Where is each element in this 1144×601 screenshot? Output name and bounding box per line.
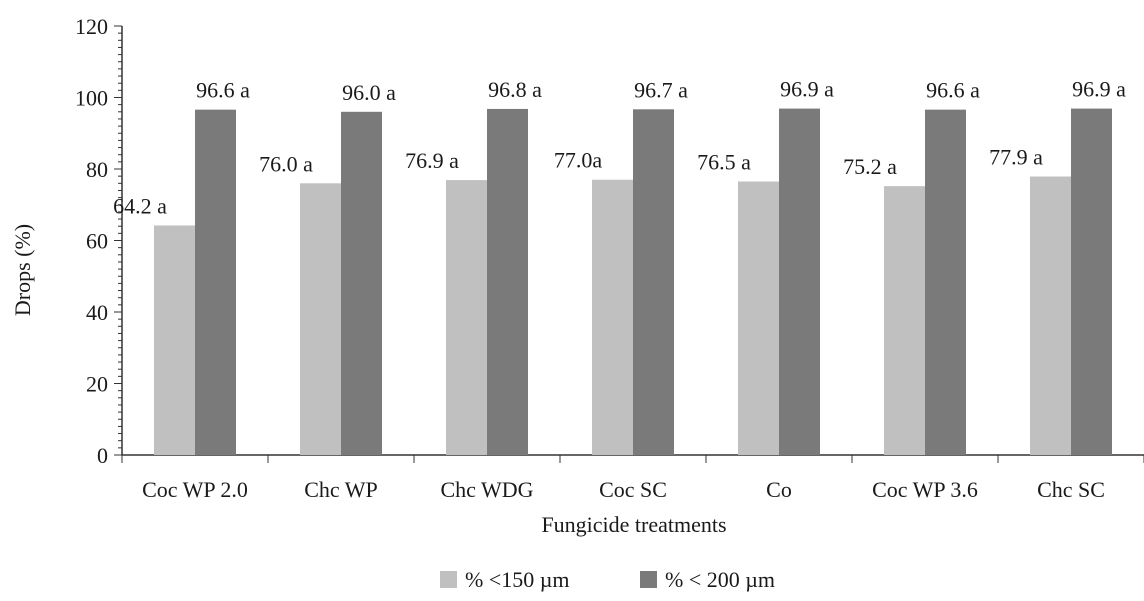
x-category-label: Coc SC bbox=[599, 477, 667, 502]
data-label: 77.9 a bbox=[989, 145, 1043, 170]
bar-series-200 bbox=[195, 109, 236, 455]
legend: % <150 µm % < 200 µm bbox=[440, 567, 775, 592]
data-label: 96.8 a bbox=[488, 77, 542, 102]
y-axis: 0 20 40 60 80 100 120 bbox=[75, 14, 123, 468]
bar-series-150 bbox=[884, 186, 925, 455]
y-tick-label: 80 bbox=[86, 157, 108, 182]
y-tick-label: 40 bbox=[86, 300, 108, 325]
bar-series-150 bbox=[154, 225, 195, 455]
bar-series-200 bbox=[1071, 108, 1112, 456]
bar-series-200 bbox=[487, 108, 528, 455]
legend-swatch bbox=[440, 571, 457, 588]
bar-series-150 bbox=[738, 181, 779, 455]
x-category-label: Co bbox=[766, 477, 792, 502]
data-label: 96.9 a bbox=[1072, 77, 1126, 102]
data-label: 77.0a bbox=[554, 148, 603, 173]
bar-series-150 bbox=[446, 180, 487, 455]
x-axis: Coc WP 2.0 Chc WP Chc WDG Coc SC Co Coc WP 3.… bbox=[121, 454, 1144, 502]
legend-swatch bbox=[640, 571, 657, 588]
data-label: 76.0 a bbox=[259, 151, 313, 176]
bar-series-200 bbox=[925, 109, 966, 455]
data-label: 96.9 a bbox=[780, 77, 834, 102]
x-category-label: Coc WP 3.6 bbox=[872, 477, 978, 502]
bar-series-150 bbox=[592, 179, 633, 455]
bars bbox=[154, 108, 1112, 456]
y-tick-label: 60 bbox=[86, 229, 108, 254]
data-label: 64.2 a bbox=[113, 193, 167, 218]
data-label: 76.9 a bbox=[405, 148, 459, 173]
bar-series-150 bbox=[300, 183, 341, 456]
y-tick-label: 20 bbox=[86, 372, 108, 397]
bar-series-150 bbox=[1030, 176, 1071, 455]
bar-series-200 bbox=[633, 109, 674, 456]
data-labels: 64.2 a 96.6 a 76.0 a 96.0 a 76.9 a 96.8 a 77.0… bbox=[113, 77, 1126, 219]
bar-series-200 bbox=[341, 111, 382, 456]
y-tick-label: 0 bbox=[97, 443, 108, 468]
data-label: 96.6 a bbox=[196, 78, 250, 103]
data-label: 96.7 a bbox=[634, 77, 688, 102]
x-axis-title: Fungicide treatments bbox=[541, 512, 726, 537]
x-category-label: Coc WP 2.0 bbox=[142, 477, 248, 502]
data-label: 75.2 a bbox=[843, 154, 897, 179]
bar-series-200 bbox=[779, 108, 820, 456]
data-label: 96.6 a bbox=[926, 78, 980, 103]
y-tick-label: 120 bbox=[75, 14, 108, 39]
x-category-label: Chc SC bbox=[1037, 477, 1105, 502]
legend-label: % <150 µm bbox=[465, 567, 570, 592]
x-category-label: Chc WP bbox=[304, 477, 378, 502]
data-label: 96.0 a bbox=[342, 80, 396, 105]
data-label: 76.5 a bbox=[697, 150, 751, 175]
y-tick-label: 100 bbox=[75, 86, 108, 111]
x-category-label: Chc WDG bbox=[440, 477, 533, 502]
y-axis-title: Drops (%) bbox=[10, 224, 35, 316]
legend-label: % < 200 µm bbox=[665, 567, 775, 592]
